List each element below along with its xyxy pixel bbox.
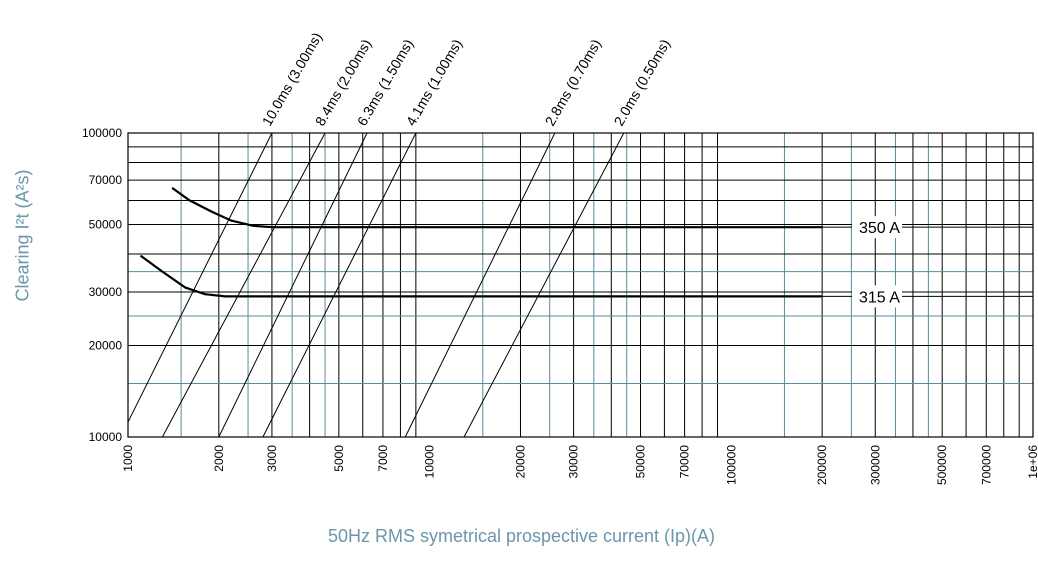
series-label: 315 A xyxy=(859,289,900,306)
y-tick-label: 10000 xyxy=(89,430,123,444)
x-tick-label: 50000 xyxy=(634,445,648,479)
x-tick-label: 2000 xyxy=(212,445,226,472)
x-tick-label: 300000 xyxy=(868,445,882,485)
x-tick-label: 20000 xyxy=(513,445,527,479)
reference-line xyxy=(161,132,326,438)
reference-line-label: 2.0ms (0.50ms) xyxy=(611,36,673,128)
x-tick-label: 1000 xyxy=(121,445,135,472)
reference-line xyxy=(218,132,368,438)
x-tick-label: 30000 xyxy=(567,445,581,479)
reference-line-label: 2.8ms (0.70ms) xyxy=(542,36,604,128)
y-axis-label: Clearing I²t (A²s) xyxy=(12,169,33,302)
y-tick-label: 100000 xyxy=(82,126,122,140)
x-tick-label: 100000 xyxy=(724,445,738,485)
reference-line xyxy=(463,132,625,438)
reference-line xyxy=(262,132,417,438)
y-tick-label: 50000 xyxy=(89,218,123,232)
series-line xyxy=(139,254,823,298)
reference-line xyxy=(404,132,556,438)
plot-frame xyxy=(127,132,1034,438)
series-line xyxy=(171,187,823,229)
x-tick-label: 500000 xyxy=(935,445,949,485)
reference-line xyxy=(127,132,273,423)
x-tick-label: 70000 xyxy=(678,445,692,479)
series-label-box xyxy=(852,285,902,308)
x-tick-label: 200000 xyxy=(815,445,829,485)
x-tick-label: 700000 xyxy=(979,445,993,485)
y-tick-label: 70000 xyxy=(89,173,123,187)
x-tick-label: 3000 xyxy=(265,445,279,472)
x-axis-label: 50Hz RMS symetrical prospective current … xyxy=(327,526,716,546)
y-tick-label: 30000 xyxy=(89,285,123,299)
x-tick-label: 10000 xyxy=(423,445,437,479)
series-label-box xyxy=(852,216,902,239)
x-tick-label: 1e+06 xyxy=(1026,445,1038,479)
x-tick-label: 7000 xyxy=(376,445,390,472)
x-tick-label: 5000 xyxy=(332,445,346,472)
y-tick-label: 20000 xyxy=(89,338,123,352)
series-label: 350 A xyxy=(859,220,900,237)
